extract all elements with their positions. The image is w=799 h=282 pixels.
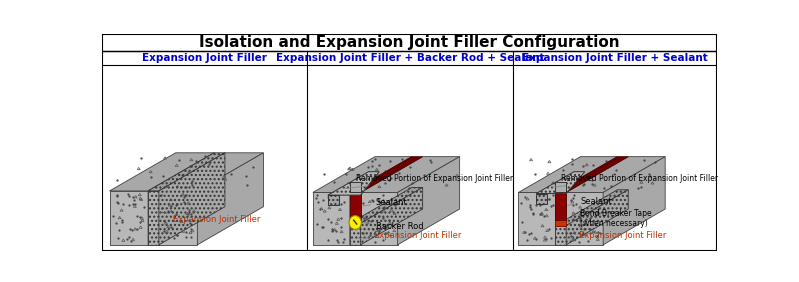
- Polygon shape: [555, 219, 566, 226]
- Polygon shape: [555, 157, 628, 192]
- Polygon shape: [555, 182, 566, 192]
- Text: Expansion Joint Filler: Expansion Joint Filler: [159, 212, 260, 224]
- Polygon shape: [159, 153, 225, 245]
- Ellipse shape: [349, 215, 361, 230]
- Text: Expansion Joint Filler: Expansion Joint Filler: [142, 53, 267, 63]
- Polygon shape: [109, 191, 148, 245]
- Text: Expansion Joint Filler + Sealant: Expansion Joint Filler + Sealant: [523, 53, 708, 63]
- Polygon shape: [566, 157, 666, 192]
- Polygon shape: [350, 192, 360, 220]
- Polygon shape: [603, 157, 666, 245]
- Polygon shape: [360, 157, 459, 192]
- Polygon shape: [148, 153, 214, 245]
- Text: Removed Portion of Expansion Joint Filler: Removed Portion of Expansion Joint Fille…: [552, 174, 718, 187]
- Text: Expansion Joint Filler: Expansion Joint Filler: [358, 231, 462, 240]
- Polygon shape: [148, 153, 225, 191]
- Text: Expansion Joint Filler: Expansion Joint Filler: [563, 231, 666, 240]
- Polygon shape: [519, 157, 618, 192]
- Text: Isolation and Expansion Joint Filler Configuration: Isolation and Expansion Joint Filler Con…: [199, 35, 620, 50]
- Polygon shape: [566, 190, 628, 245]
- Text: Removed Portion of Expansion Joint Filler: Removed Portion of Expansion Joint Fille…: [344, 174, 513, 189]
- Polygon shape: [566, 192, 603, 245]
- Polygon shape: [555, 190, 628, 226]
- Polygon shape: [536, 193, 547, 204]
- Polygon shape: [555, 226, 566, 245]
- Text: Sealant: Sealant: [567, 197, 612, 206]
- Polygon shape: [350, 157, 411, 245]
- Polygon shape: [350, 157, 423, 192]
- Bar: [102, 34, 718, 51]
- Polygon shape: [350, 182, 360, 192]
- Polygon shape: [350, 188, 423, 223]
- Polygon shape: [109, 153, 214, 191]
- Text: Expansion Joint Filler + Backer Rod + Sealant: Expansion Joint Filler + Backer Rod + Se…: [276, 53, 544, 63]
- Polygon shape: [555, 157, 618, 245]
- Polygon shape: [360, 192, 398, 245]
- Polygon shape: [159, 191, 197, 245]
- Polygon shape: [148, 191, 159, 245]
- Bar: [102, 51, 718, 65]
- Polygon shape: [398, 157, 459, 245]
- Polygon shape: [328, 195, 339, 205]
- Polygon shape: [555, 192, 566, 220]
- Text: Sealant: Sealant: [362, 198, 407, 207]
- Polygon shape: [536, 172, 585, 193]
- Polygon shape: [159, 153, 264, 191]
- Polygon shape: [519, 192, 555, 245]
- Polygon shape: [328, 172, 380, 195]
- Text: Bond Breaker Tape
(when necessary): Bond Breaker Tape (when necessary): [567, 209, 652, 228]
- Polygon shape: [360, 188, 423, 245]
- Polygon shape: [313, 192, 350, 245]
- Polygon shape: [350, 223, 360, 245]
- Polygon shape: [197, 153, 264, 245]
- Text: Backer Rod: Backer Rod: [364, 222, 423, 231]
- Polygon shape: [313, 157, 411, 192]
